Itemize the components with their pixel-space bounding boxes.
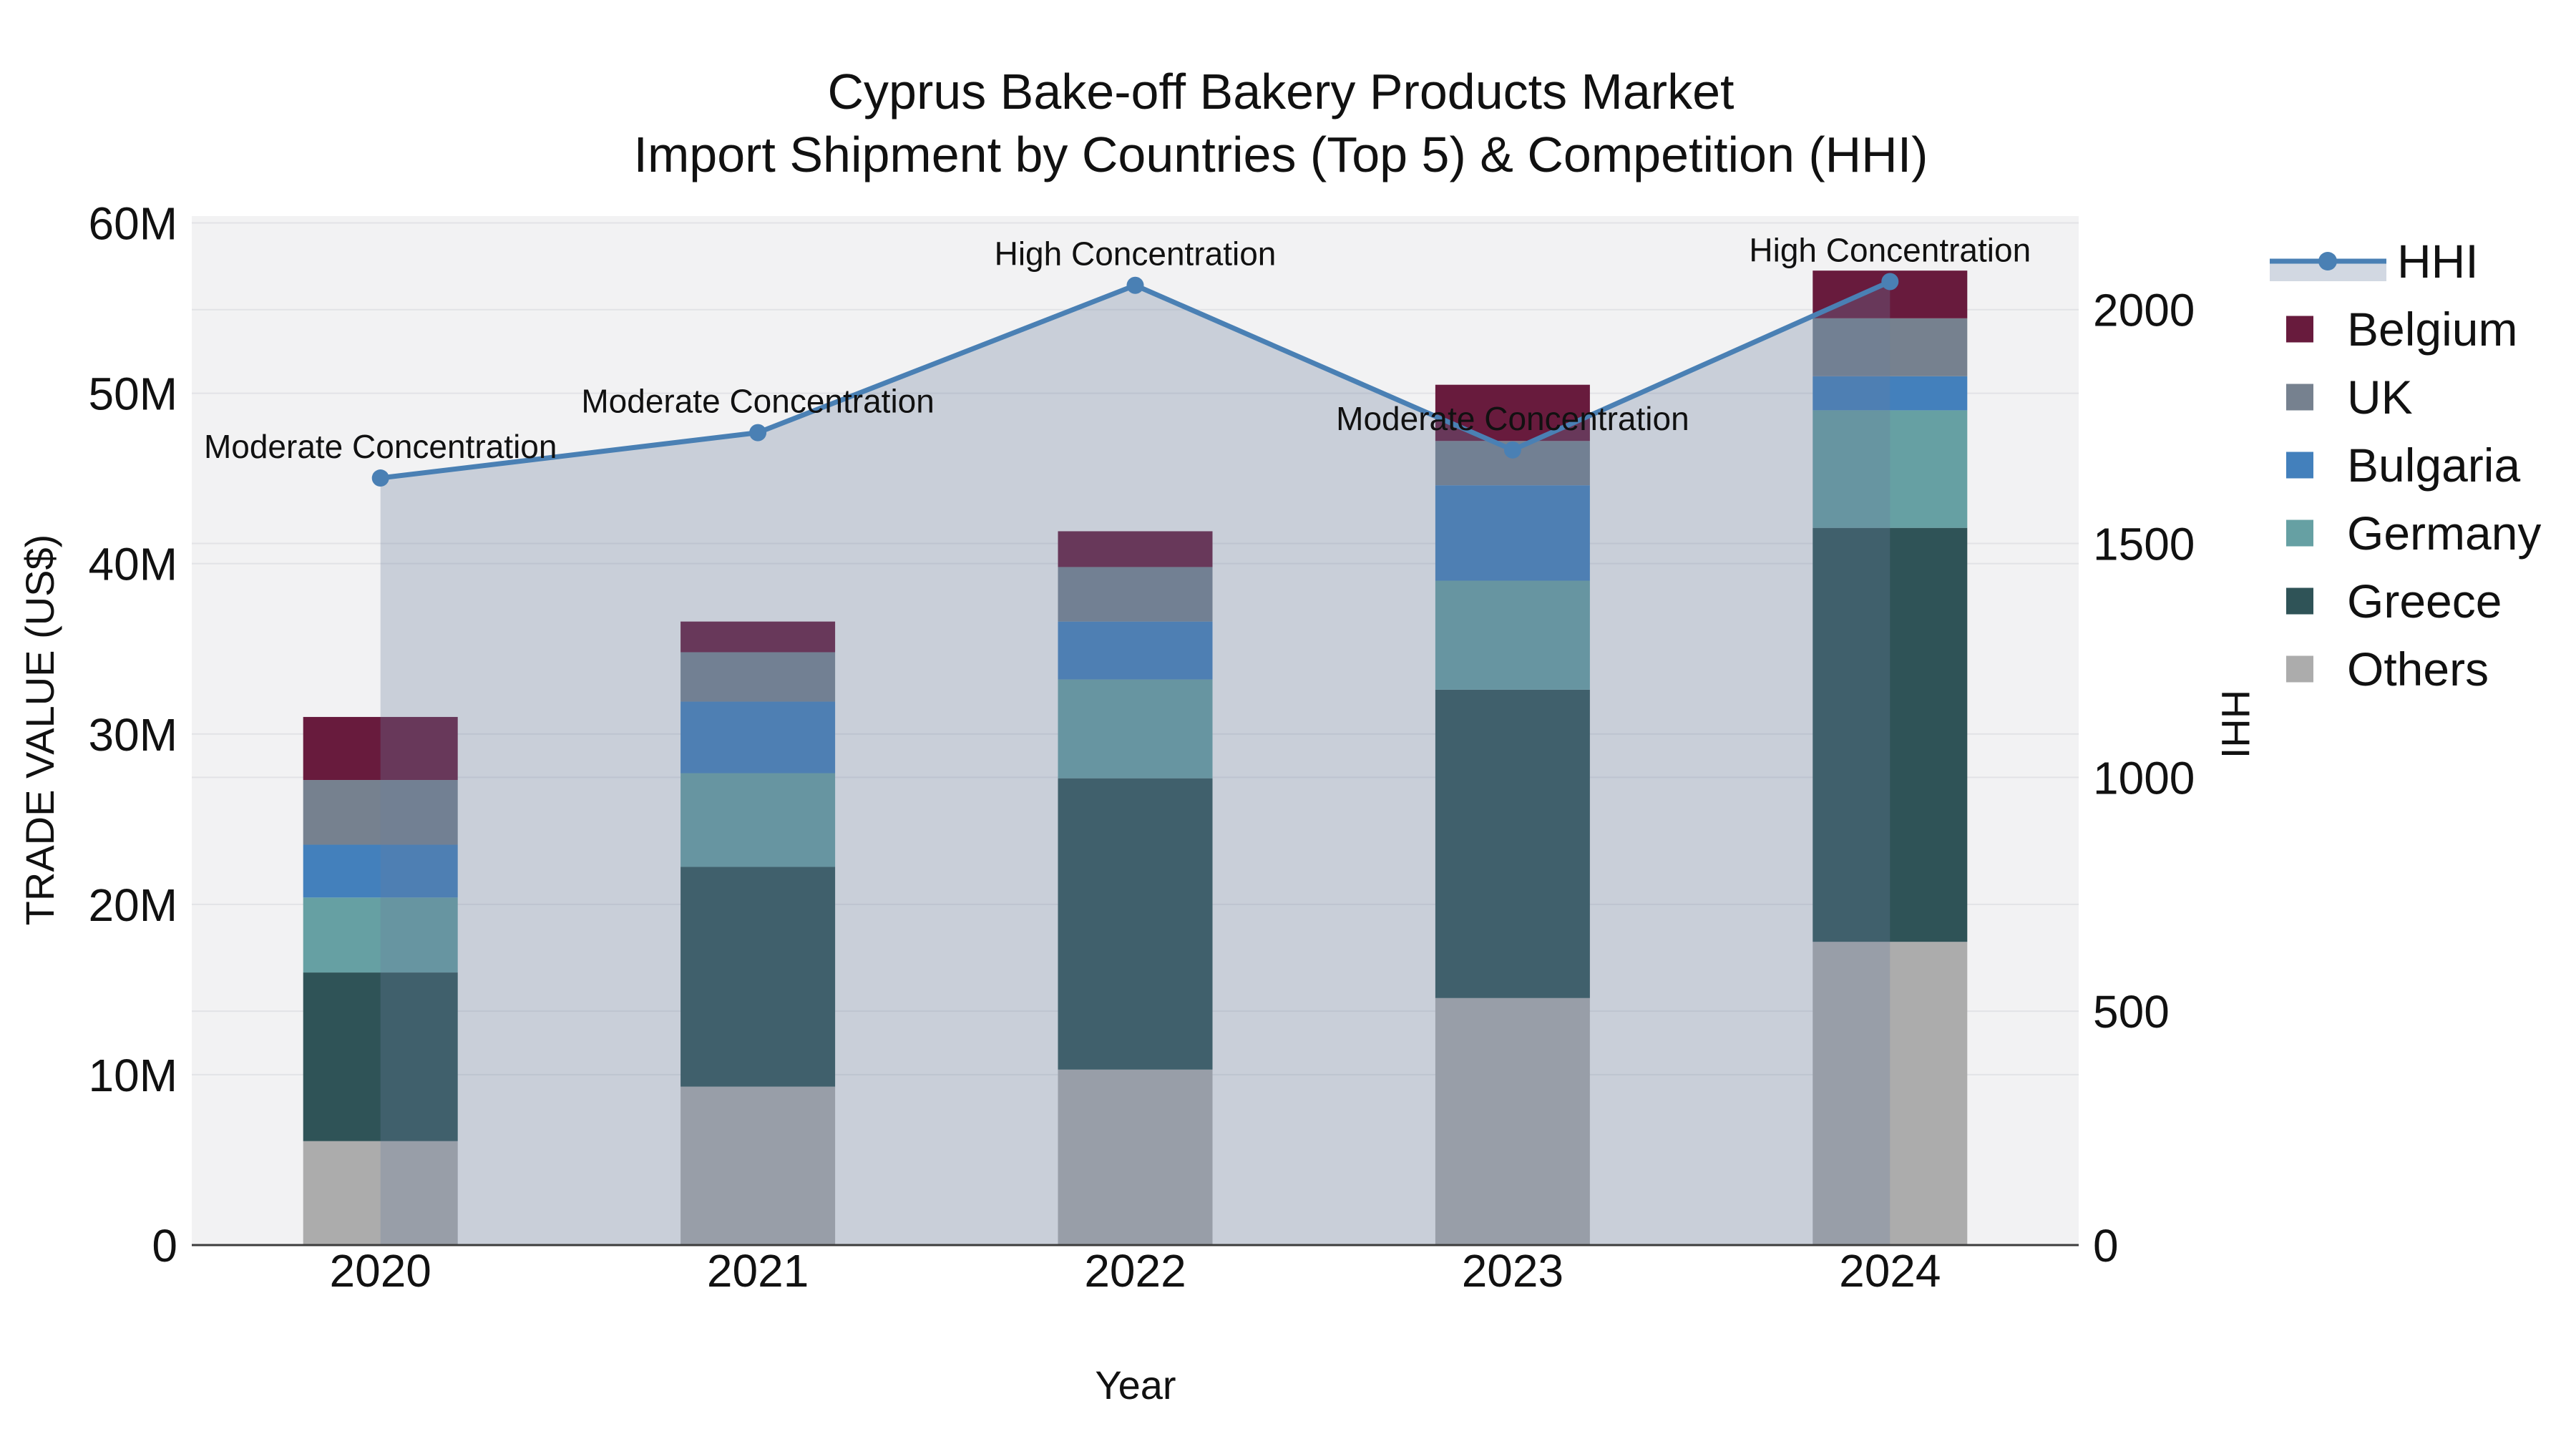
hhi-area-fill	[380, 281, 1890, 1246]
tick-label-left-0: 0	[152, 1220, 177, 1272]
legend-item-hhi[interactable]: HHI	[2270, 235, 2479, 288]
y-axis-title-right: HHI	[2213, 690, 2258, 758]
bar-segment-2020-greece[interactable]	[303, 972, 458, 1141]
tick-label-left-40M: 40M	[89, 539, 178, 590]
legend-item-greece[interactable]: Greece	[2286, 575, 2502, 628]
legend-label-bulgaria: Bulgaria	[2347, 439, 2520, 492]
bar-segment-2022-bulgaria[interactable]	[1058, 621, 1213, 680]
legend-label-hhi: HHI	[2397, 235, 2479, 288]
bar-segment-2020-belgium[interactable]	[303, 716, 458, 781]
bar-segment-2021-others[interactable]	[680, 1086, 836, 1245]
legend-swatch-others	[2286, 655, 2313, 683]
tick-label-x-2022: 2022	[1084, 1245, 1186, 1297]
hhi-marker-2024[interactable]	[1881, 273, 1899, 291]
hhi-marker-2023[interactable]	[1503, 441, 1521, 459]
tick-label-left-50M: 50M	[89, 369, 178, 420]
bar-segment-2022-belgium[interactable]	[1058, 531, 1213, 567]
legend-swatch-belgium	[2286, 316, 2313, 343]
tick-label-x-2020: 2020	[330, 1245, 431, 1297]
bar-segment-2021-germany[interactable]	[680, 773, 836, 867]
legend-label-others: Others	[2347, 643, 2489, 696]
legend-item-bulgaria[interactable]: Bulgaria	[2286, 439, 2520, 492]
bar-segment-2022-germany[interactable]	[1058, 679, 1213, 779]
bar-segment-2021-belgium[interactable]	[680, 621, 836, 653]
bar-segment-2021-uk[interactable]	[680, 652, 836, 702]
legend-swatch-uk	[2286, 384, 2313, 411]
bar-segment-2024-germany[interactable]	[1813, 410, 1968, 528]
bar-segment-2024-bulgaria[interactable]	[1813, 376, 1968, 411]
bar-segment-2023-bulgaria[interactable]	[1435, 485, 1590, 581]
bar-segment-2023-germany[interactable]	[1435, 580, 1590, 690]
legend-swatch-bulgaria	[2286, 452, 2313, 479]
tick-label-right-1500: 1500	[2093, 519, 2195, 570]
tick-label-right-1000: 1000	[2093, 752, 2195, 804]
tick-label-x-2023: 2023	[1462, 1245, 1563, 1297]
x-axis-title: Year	[1095, 1362, 1176, 1407]
bar-segment-2024-others[interactable]	[1813, 942, 1968, 1245]
legend-label-uk: UK	[2347, 371, 2413, 424]
tick-label-x-2021: 2021	[707, 1245, 809, 1297]
bar-segment-2022-uk[interactable]	[1058, 567, 1213, 622]
tick-label-right-0: 0	[2093, 1220, 2119, 1272]
hhi-area-layer	[380, 281, 1890, 1246]
hhi-marker-2020[interactable]	[371, 469, 389, 487]
bar-segment-2024-uk[interactable]	[1813, 318, 1968, 376]
tick-label-left-30M: 30M	[89, 709, 178, 761]
legend-label-belgium: Belgium	[2347, 303, 2517, 356]
tick-labels-layer: 0 10M 20M 30M 40M 50M 60M 0 500 1000 1500 2000 2020 2…	[89, 198, 2195, 1297]
legend-item-others[interactable]: Others	[2286, 643, 2489, 696]
tick-label-right-500: 500	[2093, 986, 2170, 1038]
legend-item-germany[interactable]: Germany	[2286, 507, 2541, 560]
legend-label-germany: Germany	[2347, 507, 2541, 560]
annotation-2023: Moderate Concentration	[1336, 400, 1689, 437]
tick-label-right-2000: 2000	[2093, 285, 2195, 336]
legend-item-uk[interactable]: UK	[2286, 371, 2413, 424]
tick-label-left-60M: 60M	[89, 198, 178, 250]
bar-segment-2022-others[interactable]	[1058, 1069, 1213, 1245]
annotation-2020: Moderate Concentration	[204, 428, 557, 465]
bar-segment-2023-greece[interactable]	[1435, 689, 1590, 998]
legend-item-belgium[interactable]: Belgium	[2286, 303, 2517, 356]
hhi-line-layer	[371, 273, 1899, 487]
tick-label-left-20M: 20M	[89, 879, 178, 931]
bar-segment-2022-greece[interactable]	[1058, 778, 1213, 1070]
bar-segment-2020-germany[interactable]	[303, 897, 458, 973]
hhi-marker-2021[interactable]	[749, 424, 767, 441]
bar-segment-2021-greece[interactable]	[680, 867, 836, 1087]
bar-segment-2020-uk[interactable]	[303, 780, 458, 845]
legend-hhi-marker-icon	[2318, 252, 2337, 270]
tick-label-x-2024: 2024	[1839, 1245, 1941, 1297]
bars-layer	[303, 270, 1968, 1245]
annotations-layer: Moderate Concentration Moderate Concentra…	[204, 232, 2031, 466]
bar-segment-2023-belgium[interactable]	[1435, 384, 1590, 441]
bar-segment-2023-others[interactable]	[1435, 997, 1590, 1245]
bar-segment-2021-bulgaria[interactable]	[680, 701, 836, 774]
y-axis-title-left: TRADE VALUE (US$)	[17, 535, 62, 926]
annotation-2024: High Concentration	[1749, 232, 2031, 269]
hhi-marker-2022[interactable]	[1126, 276, 1144, 294]
bar-segment-2020-others[interactable]	[303, 1141, 458, 1245]
legend-swatch-greece	[2286, 587, 2313, 615]
legend-label-greece: Greece	[2347, 575, 2502, 628]
chart-title-line-1: Cyprus Bake-off Bakery Products Market	[828, 64, 1735, 119]
annotation-2022: High Concentration	[995, 235, 1277, 273]
tick-label-left-10M: 10M	[89, 1050, 178, 1101]
legend-swatch-germany	[2286, 519, 2313, 547]
annotation-2021: Moderate Concentration	[581, 383, 935, 420]
bar-segment-2024-greece[interactable]	[1813, 527, 1968, 942]
legend-layer: HHI Belgium UK Bulgaria Germany Greece Others	[2270, 235, 2541, 696]
bar-segment-2020-bulgaria[interactable]	[303, 844, 458, 898]
chart-title-line-2: Import Shipment by Countries (Top 5) & C…	[634, 127, 1928, 182]
